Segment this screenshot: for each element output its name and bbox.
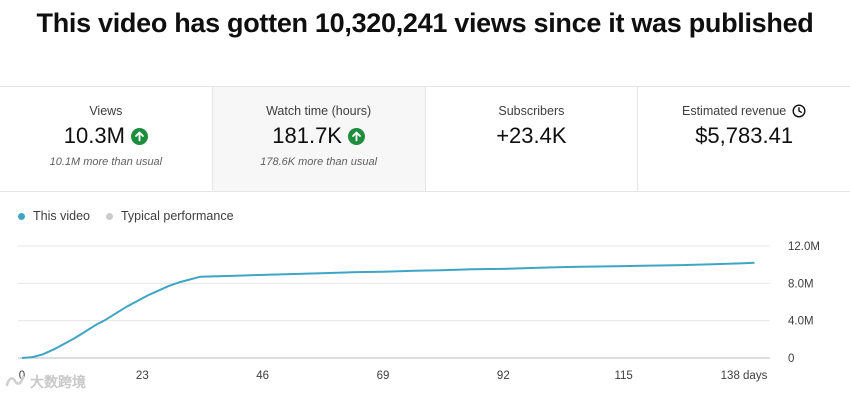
metric-value-subscribers: +23.4K xyxy=(496,123,567,148)
y-tick-label: 8.0M xyxy=(788,278,814,290)
y-tick-label: 12.0M xyxy=(788,241,820,253)
legend-item-this-video[interactable]: This video xyxy=(18,209,90,223)
chart-legend: This video Typical performance xyxy=(18,209,234,223)
metric-card-views[interactable]: Views 10.3M 10.1M more than usual xyxy=(0,87,212,191)
page-headline: This video has gotten 10,320,241 views s… xyxy=(36,8,814,38)
metric-value-revenue: $5,783.41 xyxy=(695,123,794,148)
metric-sub-watch-time: 178.6K more than usual xyxy=(260,156,378,168)
y-tick-label: 0 xyxy=(788,353,794,365)
y-tick-label: 4.0M xyxy=(788,316,814,328)
metric-sub-views: 10.1M more than usual xyxy=(49,156,163,168)
legend-label-this-video: This video xyxy=(33,209,90,223)
metric-label-watch-time: Watch time (hours) xyxy=(266,104,372,118)
x-tick-label: 46 xyxy=(256,370,269,382)
arrow-up-icon xyxy=(130,127,148,145)
metric-card-subscribers[interactable]: Subscribers +23.4K xyxy=(424,87,638,191)
arrow-up-icon xyxy=(347,127,365,145)
watermark-text: 大数跨境 xyxy=(30,374,86,390)
x-tick-label: 23 xyxy=(136,370,149,382)
legend-dot-typical xyxy=(105,212,113,220)
metrics-row: Views 10.3M 10.1M more than usual Watch … xyxy=(0,86,850,192)
legend-label-typical: Typical performance xyxy=(120,209,234,223)
legend-item-typical[interactable]: Typical performance xyxy=(105,209,234,223)
legend-dot-this-video xyxy=(18,212,25,220)
x-tick-label: 69 xyxy=(377,370,390,382)
watermark: 大数跨境 xyxy=(4,372,86,392)
x-tick-label: 92 xyxy=(497,370,510,382)
metric-label-subscribers: Subscribers xyxy=(498,104,565,118)
x-tick-label: 138 days xyxy=(721,370,768,382)
metric-label-revenue: Estimated revenue xyxy=(682,104,787,118)
watermark-logo-icon xyxy=(4,373,26,392)
x-tick-label: 115 xyxy=(614,370,632,382)
metric-value-views: 10.3M xyxy=(63,123,125,148)
series-line-this-video[interactable] xyxy=(21,261,755,359)
metric-value-watch-time: 181.7K xyxy=(272,123,342,148)
metric-label-views: Views xyxy=(89,104,123,118)
metric-card-watch-time[interactable]: Watch time (hours) 181.7K 178.6K more th… xyxy=(211,87,425,191)
metric-card-revenue[interactable]: Estimated revenue $5,783.41 xyxy=(637,87,850,191)
clock-icon[interactable] xyxy=(792,104,806,118)
